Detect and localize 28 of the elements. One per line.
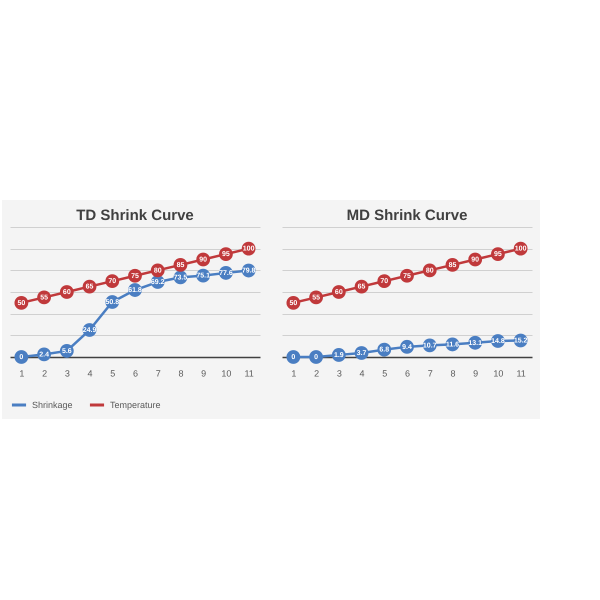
x-tick-label: 3	[64, 368, 70, 378]
x-tick-label: 2	[42, 368, 48, 378]
x-tick-label: 1	[291, 368, 296, 378]
x-tick-label: 1	[19, 368, 24, 378]
x-tick-label: 11	[244, 368, 254, 378]
chart-title: MD Shrink Curve	[346, 207, 468, 224]
x-tick-label: 4	[360, 368, 365, 378]
x-tick-label: 7	[156, 368, 161, 378]
x-tick-label: 2	[314, 368, 320, 378]
point	[286, 350, 300, 364]
point	[14, 350, 28, 364]
x-tick-label: 10	[493, 368, 504, 378]
x-tick-label: 10	[221, 368, 232, 378]
x-tick-label: 9	[473, 368, 478, 378]
x-tick-label: 7	[428, 368, 433, 378]
x-tick-label: 9	[201, 368, 206, 378]
x-tick-label: 8	[450, 368, 456, 378]
x-tick-label: 6	[132, 368, 138, 378]
x-tick-label: 3	[336, 368, 342, 378]
x-tick-label: 5	[110, 368, 116, 378]
x-tick-label: 11	[516, 368, 526, 378]
x-tick-label: 6	[404, 368, 410, 378]
legend-label: Temperature	[110, 400, 161, 410]
legend-label: Shrinkage	[32, 400, 73, 410]
x-tick-label: 8	[178, 368, 184, 378]
x-tick-label: 4	[88, 368, 93, 378]
chart-title: TD Shrink Curve	[76, 207, 194, 224]
x-tick-label: 5	[382, 368, 388, 378]
